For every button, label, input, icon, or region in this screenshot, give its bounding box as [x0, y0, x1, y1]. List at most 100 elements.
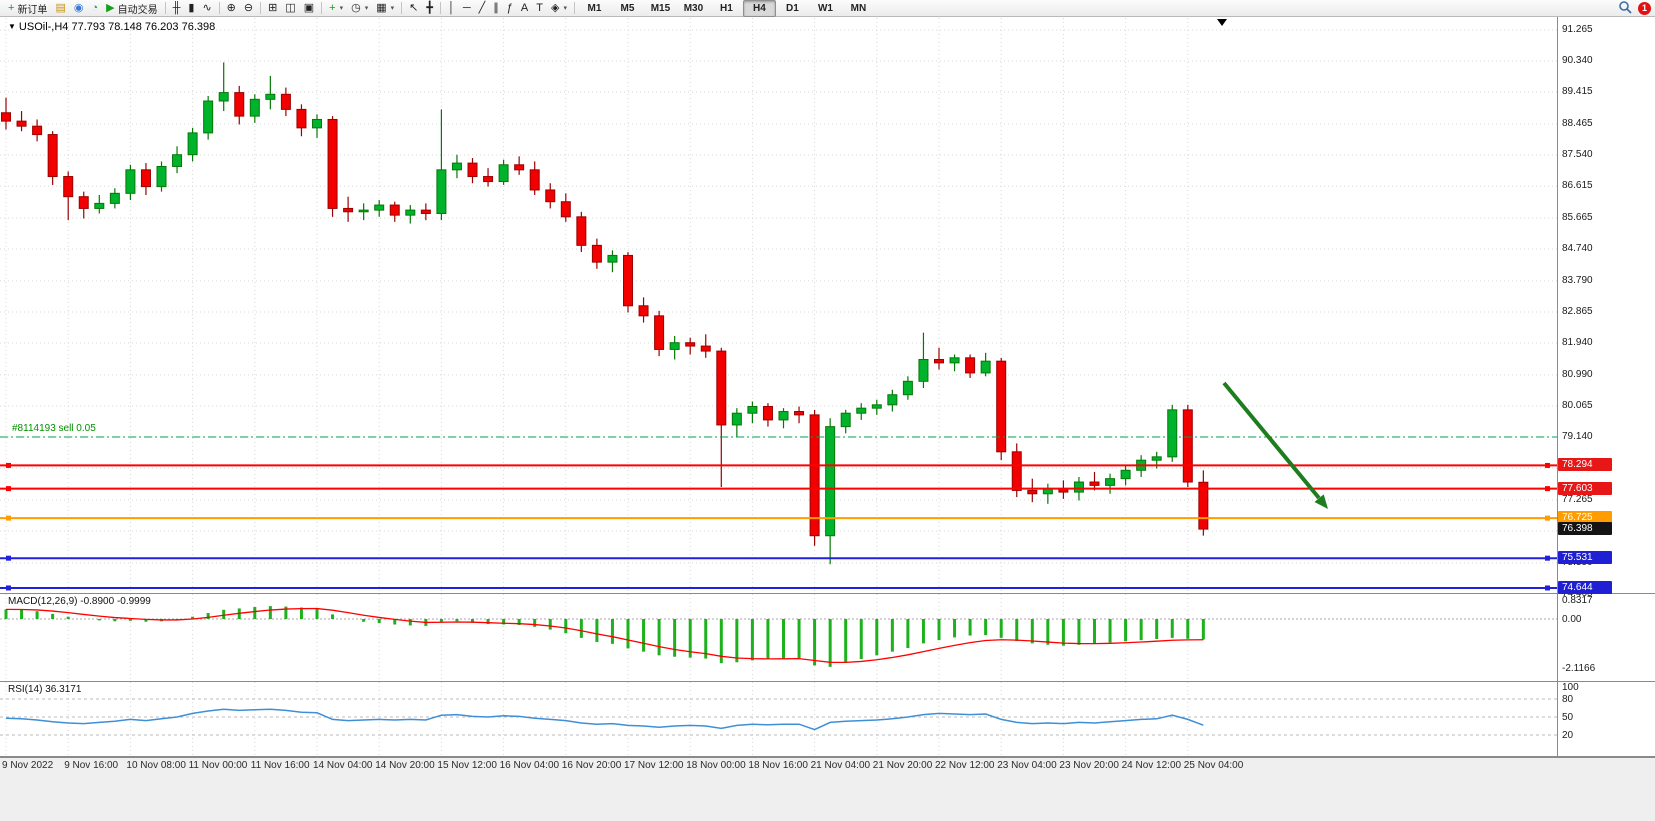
candle — [638, 297, 649, 323]
zoom-out-icon: ⊖ — [243, 1, 254, 14]
price-axis-label: 80.990 — [1562, 368, 1593, 380]
cursor-button[interactable]: ↖ — [405, 0, 422, 17]
new-order-button[interactable]: + 新订单 — [4, 0, 51, 17]
add-indicator-button[interactable]: + ▾ — [325, 0, 347, 17]
rsi-indicator-label: RSI(14) 36.3171 — [8, 684, 81, 695]
tile-windows-button[interactable]: ◫ — [281, 0, 299, 17]
rsi-scale-label: 100 — [1562, 682, 1579, 693]
level-line-handle[interactable] — [6, 555, 11, 561]
level-line-handle[interactable] — [6, 486, 11, 492]
candle — [825, 418, 836, 565]
label-button[interactable]: T — [532, 0, 547, 17]
level-line-handle[interactable] — [6, 462, 11, 468]
period-button[interactable]: ◷ ▾ — [347, 0, 372, 17]
autotrade-button[interactable]: ▶ 自动交易 — [102, 0, 161, 17]
candle — [94, 194, 105, 214]
candle — [685, 337, 696, 355]
candle — [47, 131, 58, 185]
grid-button[interactable]: ⊞ — [264, 0, 281, 17]
bar-chart-icon: ╫ — [172, 1, 181, 14]
autotrade-play-icon: ▶ — [106, 1, 115, 14]
level-line-handle[interactable] — [1545, 486, 1550, 492]
level-line-handle[interactable] — [1545, 515, 1550, 521]
grid-icon: ⊞ — [268, 1, 278, 14]
candle — [560, 193, 571, 222]
dropdown-arrow-icon: ▾ — [339, 5, 344, 12]
price-badge: 75.531 — [1558, 551, 1612, 565]
new-order-button-label: 新订单 — [17, 4, 48, 16]
price-axis-label: 84.740 — [1562, 243, 1593, 255]
timeframe-h1-button[interactable]: H1 — [710, 0, 743, 17]
candle — [607, 250, 618, 273]
vline-icon: │ — [447, 1, 455, 14]
candle — [109, 188, 120, 209]
timeframe-mn-button[interactable]: MN — [842, 0, 875, 17]
timeframe-h4-button-label: H4 — [753, 2, 766, 14]
hline-button[interactable]: ─ — [459, 0, 475, 17]
level-line-handle[interactable] — [6, 585, 11, 591]
timeframe-w1-button-label: W1 — [817, 2, 833, 14]
fibonacci-button[interactable]: ƒ — [503, 0, 517, 17]
profiles-button[interactable]: ◉ — [70, 0, 88, 17]
dropdown-arrow-icon: ▾ — [390, 5, 395, 12]
candle — [576, 211, 587, 253]
profiles-icon: ◉ — [73, 1, 84, 14]
channel-button[interactable]: ∥ — [489, 0, 503, 17]
template-icon: ▦ — [376, 1, 387, 14]
timeframe-m1-button[interactable]: M1 — [578, 0, 611, 17]
candle — [187, 127, 198, 162]
candle — [762, 403, 773, 427]
timeframe-m15-button[interactable]: M15 — [644, 0, 677, 17]
timeframe-w1-button[interactable]: W1 — [809, 0, 842, 17]
level-line-handle[interactable] — [1545, 555, 1550, 561]
channel-icon: ∥ — [493, 1, 499, 14]
cascade-windows-button[interactable]: ▣ — [300, 0, 318, 17]
timeframe-m5-button[interactable]: M5 — [611, 0, 644, 17]
zoom-in-button[interactable]: ⊕ — [223, 0, 240, 17]
alerts-button[interactable]: ◔ — [87, 0, 102, 17]
trend-arrow[interactable] — [1222, 381, 1328, 509]
time-axis-label: 9 Nov 16:00 — [64, 760, 119, 771]
timeframe-m30-button-label: M30 — [683, 2, 704, 14]
charts-button[interactable]: ▤ — [51, 0, 69, 17]
crosshair-icon: ╋ — [426, 1, 433, 14]
candle — [514, 156, 525, 175]
search-icon[interactable] — [1618, 0, 1632, 17]
trendline-button[interactable]: ╱ — [475, 0, 490, 17]
vline-button[interactable]: │ — [444, 0, 459, 17]
timeframe-m30-button[interactable]: M30 — [677, 0, 710, 17]
chart-shift-marker[interactable] — [1217, 19, 1227, 26]
text-button[interactable]: A — [517, 0, 532, 17]
time-axis-label: 23 Nov 04:00 — [997, 760, 1057, 771]
zoom-out-button[interactable]: ⊖ — [240, 0, 257, 17]
rsi-scale-label: 50 — [1562, 712, 1574, 723]
text-icon: A — [520, 1, 529, 14]
candle — [545, 183, 556, 209]
level-line-handle[interactable] — [1545, 585, 1550, 591]
level-line-handle[interactable] — [6, 515, 11, 521]
shapes-button[interactable]: ◈ ▾ — [547, 0, 571, 17]
price-axis-label: 80.065 — [1562, 399, 1593, 411]
line-chart-button[interactable]: ∿ — [198, 0, 215, 17]
macd-pane — [0, 606, 1557, 667]
crosshair-button[interactable]: ╋ — [422, 0, 437, 17]
candlestick-button[interactable]: ▮ — [184, 0, 198, 17]
notification-badge[interactable]: 1 — [1638, 1, 1651, 15]
price-badge: 76.725 — [1558, 511, 1612, 525]
bar-chart-button[interactable]: ╫ — [169, 0, 185, 17]
template-button[interactable]: ▦ ▾ — [372, 0, 398, 17]
level-lines — [0, 436, 1557, 591]
macd-scale-label: -2.1166 — [1562, 662, 1596, 674]
candle — [451, 154, 462, 179]
price-axis-label: 79.140 — [1562, 431, 1593, 443]
timeframe-h4-button[interactable]: H4 — [742, 0, 776, 17]
hline-icon: ─ — [462, 1, 471, 14]
level-line-handle[interactable] — [1545, 462, 1550, 468]
toolbar-separator — [218, 2, 220, 14]
add-indicator-icon: + — [329, 1, 336, 14]
price-axis-label: 87.540 — [1562, 149, 1593, 161]
timeframe-d1-button[interactable]: D1 — [776, 0, 809, 17]
one-click-trading-toggle-icon[interactable]: ▼ — [8, 22, 16, 31]
rsi-line — [5, 708, 1204, 731]
